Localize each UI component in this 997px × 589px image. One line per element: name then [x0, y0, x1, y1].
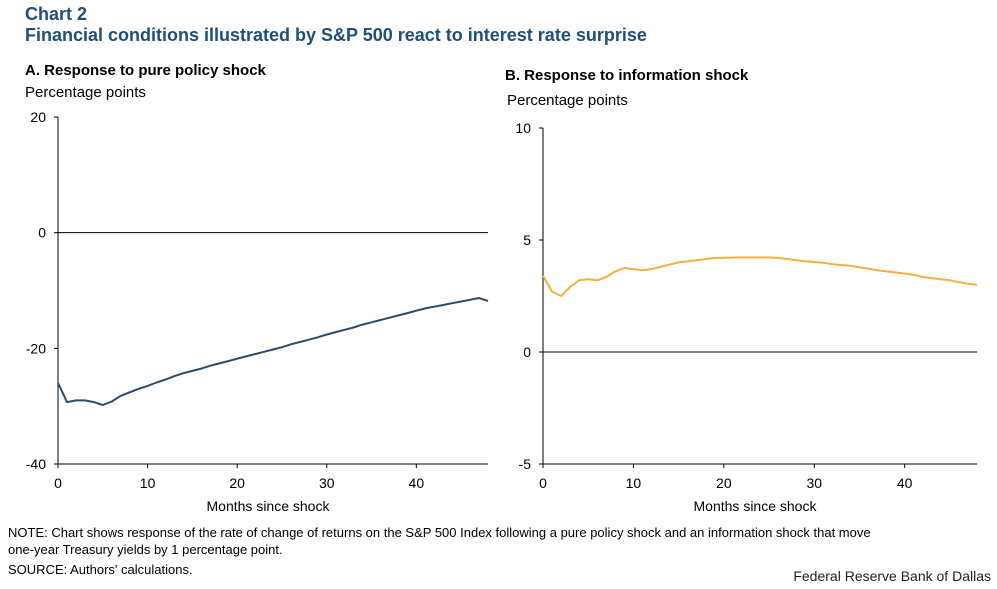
panel-b-title: B. Response to information shock — [505, 67, 749, 84]
panel-b-x-tick-label: 0 — [539, 475, 547, 491]
panel-a-series-line — [57, 297, 489, 406]
panel-a-x-tick-label: 30 — [319, 475, 335, 491]
panel-a-x-tick-label: 40 — [409, 475, 425, 491]
source-line: SOURCE: Authors' calculations. — [8, 562, 193, 577]
panel-b-x-tick-label: 30 — [806, 475, 822, 491]
panel-b-series-line — [542, 256, 978, 297]
panel-a-unit-label: Percentage points — [25, 84, 146, 101]
panel-a-y-tick-label: 20 — [30, 109, 46, 125]
panel-b-x-axis-label: Months since shock — [694, 498, 818, 514]
panel-b-y-tick-label: 0 — [523, 344, 531, 360]
panel-a-x-tick-label: 10 — [140, 475, 156, 491]
panel-b-x-tick-label: 10 — [626, 475, 642, 491]
panel-a-y-tick-label: -40 — [26, 456, 46, 472]
note-line-1: NOTE: Chart shows response of the rate o… — [8, 525, 871, 540]
panel-b-x-tick-label: 40 — [897, 475, 913, 491]
panel-a-x-tick-label: 20 — [229, 475, 245, 491]
panel-a-title: A. Response to pure policy shock — [25, 62, 266, 79]
panel-b-y-tick-label: -5 — [519, 456, 532, 472]
panel-a-y-tick-label: 0 — [38, 225, 46, 241]
chart-label: Chart 2 — [25, 4, 88, 24]
panel-b-x-tick-label: 20 — [716, 475, 732, 491]
panel-a-x-axis-label: Months since shock — [207, 498, 331, 514]
panel-b-y-tick-label: 10 — [515, 120, 531, 136]
panel-b-unit-label: Percentage points — [507, 92, 628, 109]
panel-b-y-tick-label: 5 — [523, 232, 531, 248]
credit-line: Federal Reserve Bank of Dallas — [793, 568, 991, 584]
panel-b-plot: -5 0 5 10 0 10 20 30 40 Months since shock — [515, 120, 978, 514]
panel-a-x-tick-label: 0 — [54, 475, 62, 491]
panel-a-plot: -40 -20 0 20 0 10 20 30 40 Months since shock — [26, 109, 489, 514]
chart-title: Financial conditions illustrated by S&P … — [25, 25, 647, 45]
panel-a-y-tick-label: -20 — [26, 340, 46, 356]
note-line-2: one-year Treasury yields by 1 percentage… — [8, 542, 283, 557]
